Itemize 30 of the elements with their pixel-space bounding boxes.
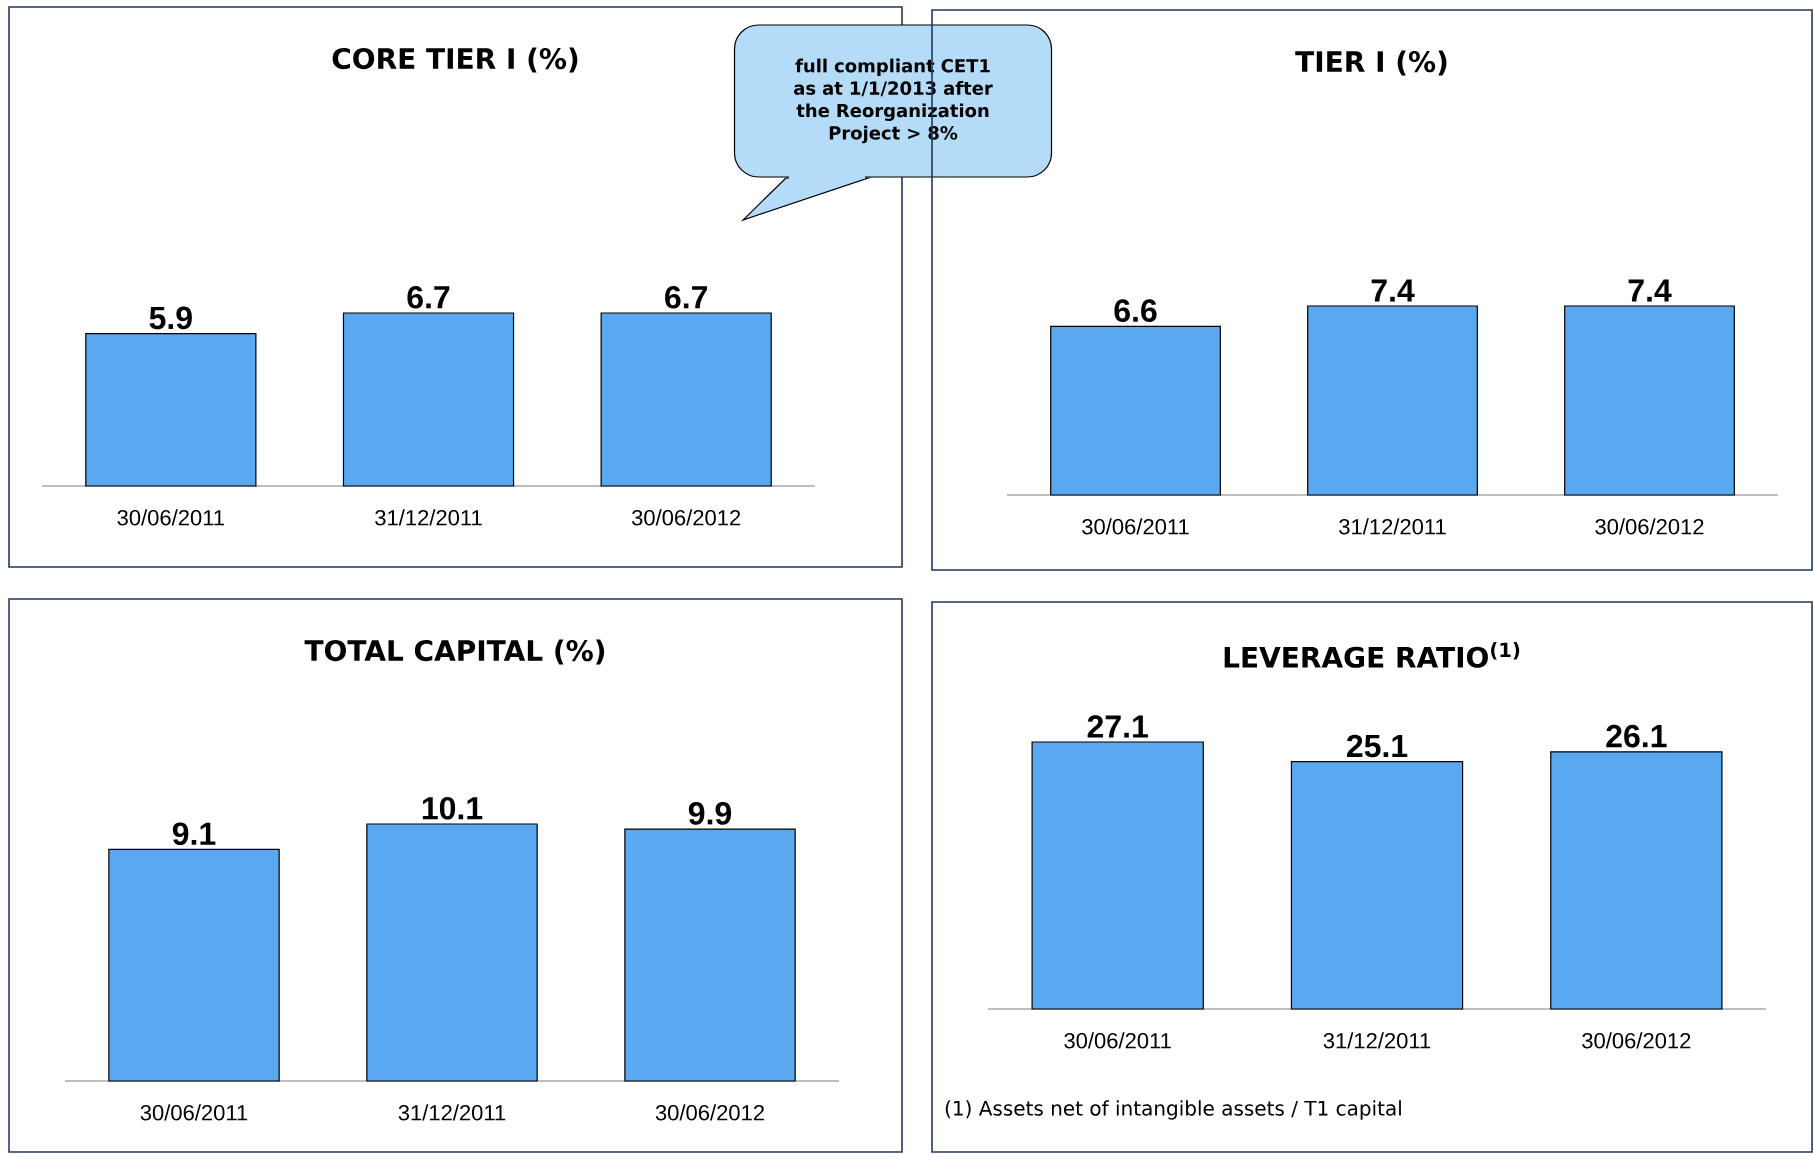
chart-title: LEVERAGE RATIO$^{(1)}$ [1224, 642, 1520, 668]
data-label: 6.7 [665, 285, 707, 309]
x-tick-label: 31/12/2011 [398, 1104, 506, 1121]
text: full compliant CET1 as at 1/1/2013 after the Reorganization Project > 8% [794, 58, 993, 144]
data-label: 9.9 [688, 802, 732, 825]
data-label: 25.1 [1346, 734, 1408, 758]
chart-title: TOTAL CAPITAL (%) [304, 639, 605, 665]
data-label: 7.4 [1371, 279, 1415, 302]
data-label: 6.7 [407, 285, 450, 309]
x-tick-label: 31/12/2011 [1339, 518, 1446, 535]
x-tick-label: 30/06/2011 [117, 509, 224, 526]
x-tick-label: 30/06/2012 [1595, 518, 1704, 535]
x-tick-label: 30/06/2012 [655, 1104, 764, 1121]
chart-title: TIER I (%) [1295, 50, 1447, 76]
data-label: 9.1 [172, 822, 216, 846]
x-tick-label: 30/06/2011 [1082, 518, 1189, 535]
data-label: 7.4 [1628, 279, 1672, 302]
x-tick-label: 31/12/2011 [1323, 1032, 1431, 1049]
data-label: 27.1 [1087, 715, 1148, 738]
x-tick-label: 30/06/2011 [1064, 1032, 1171, 1049]
x-tick-label: 31/12/2011 [375, 509, 482, 526]
data-label: 10.1 [422, 796, 483, 820]
x-tick-label: 30/06/2011 [140, 1104, 248, 1121]
x-tick-label: 30/06/2012 [1582, 1032, 1691, 1049]
chart-title: CORE TIER I (%) [332, 47, 578, 73]
data-label: 26.1 [1606, 724, 1667, 748]
data-label: 5.9 [149, 306, 192, 330]
x-tick-label: 30/06/2012 [631, 509, 741, 526]
data-label: 6.6 [1114, 299, 1157, 323]
text: (1) Assets net of intangible assets / T1 capital [945, 1100, 1401, 1120]
